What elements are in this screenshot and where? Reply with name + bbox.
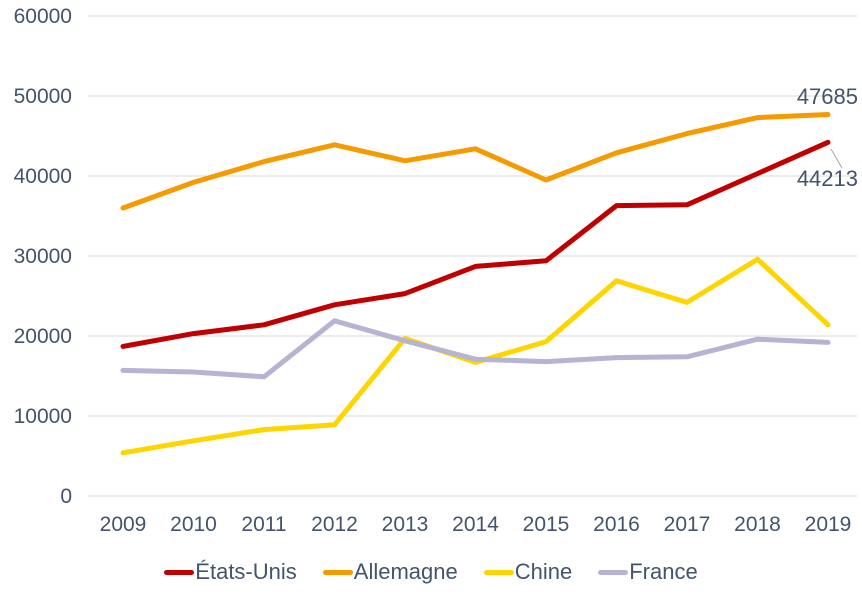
gridlines — [88, 15, 857, 497]
x-axis-tick-label: 2019 — [805, 513, 852, 536]
legend-dash-icon — [164, 569, 195, 575]
x-axis-tick-label: 2016 — [593, 513, 640, 536]
legend-label: Chine — [514, 559, 573, 584]
annotation-leader-line — [830, 148, 843, 169]
y-axis-tick-label: 50000 — [14, 85, 72, 108]
x-axis-tick-label: 2012 — [311, 513, 358, 536]
legend-item-chine: Chine — [483, 559, 573, 585]
legend-item-etats-unis: États-Unis — [164, 559, 297, 585]
line-allemagne — [120, 112, 831, 211]
line-france — [120, 318, 831, 380]
y-axis-tick-label: 10000 — [14, 405, 72, 428]
y-axis-tick-label: 0 — [60, 485, 72, 508]
x-axis-tick-label: 2011 — [241, 513, 286, 536]
x-axis-tick-label: 2017 — [664, 513, 711, 536]
y-axis-tick-labels: 0 10000 20000 30000 40000 50000 60000 — [14, 5, 72, 508]
line-chine — [120, 256, 831, 456]
y-axis-tick-label: 20000 — [14, 325, 72, 348]
legend-dash-icon — [483, 569, 514, 575]
data-label-allemagne-2019: 47685 — [797, 84, 858, 109]
y-axis-tick-label: 60000 — [14, 5, 72, 28]
legend-dash-icon — [598, 569, 629, 575]
legend-label: France — [629, 559, 698, 584]
x-axis-tick-label: 2009 — [100, 513, 147, 536]
legend-label: États-Unis — [195, 559, 297, 584]
x-axis-tick-label: 2018 — [734, 513, 781, 536]
x-axis-tick-labels: 2009 2010 2011 2012 2013 2014 2015 2016 2017 2018… — [100, 513, 852, 536]
line-etats-unis — [120, 139, 831, 349]
data-label-etats-unis-2019: 44213 — [797, 166, 858, 191]
legend-item-allemagne: Allemagne — [322, 559, 458, 585]
x-axis-tick-label: 2010 — [170, 513, 217, 536]
legend-label: Allemagne — [353, 559, 458, 584]
x-axis-tick-label: 2013 — [382, 513, 429, 536]
series-lines — [120, 112, 831, 456]
chart-legend: États-Unis Allemagne Chine France — [0, 554, 862, 590]
y-axis-tick-label: 40000 — [14, 165, 72, 188]
y-axis-tick-label: 30000 — [14, 245, 72, 268]
x-axis-tick-label: 2015 — [523, 513, 570, 536]
x-axis-tick-label: 2014 — [452, 513, 499, 536]
legend-dash-icon — [322, 569, 353, 575]
legend-item-france: France — [598, 559, 698, 585]
